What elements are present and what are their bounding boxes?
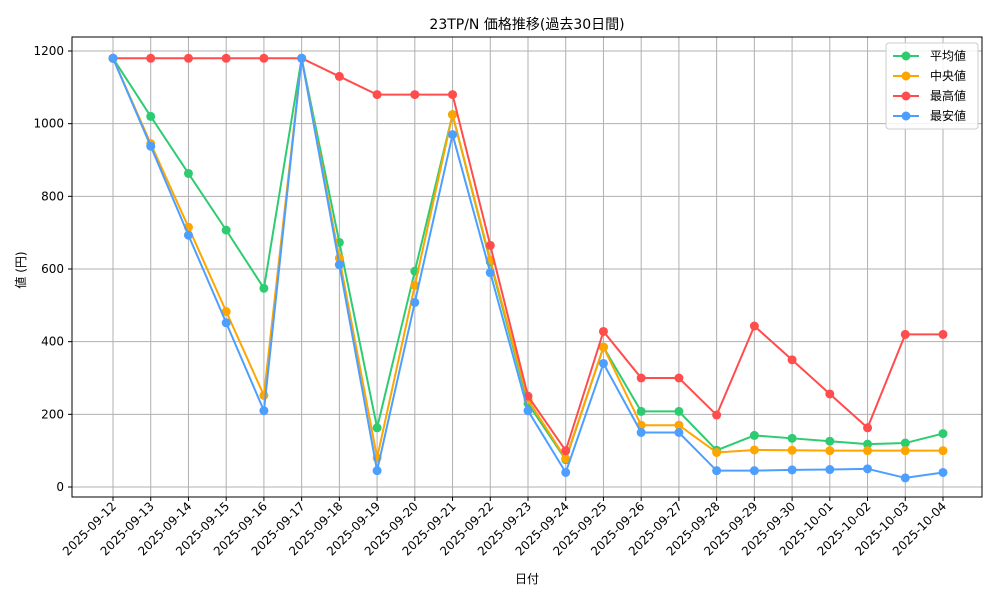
data-point: [598, 342, 608, 352]
data-point: [183, 53, 193, 63]
y-tick-label: 800: [41, 189, 64, 203]
data-point: [825, 465, 835, 475]
data-point: [146, 141, 156, 151]
legend-marker: [901, 91, 911, 101]
data-point: [259, 390, 269, 400]
data-point: [749, 466, 759, 476]
data-point: [523, 391, 533, 401]
data-point: [259, 406, 269, 416]
y-tick-label: 1000: [33, 117, 64, 131]
data-point: [712, 447, 722, 457]
x-axis: 2025-09-122025-09-132025-09-142025-09-15…: [60, 497, 949, 558]
data-point: [674, 428, 684, 437]
data-point: [863, 439, 873, 449]
data-point: [712, 410, 722, 420]
data-point: [410, 280, 420, 290]
data-point: [636, 406, 646, 416]
data-point: [900, 438, 910, 448]
data-point: [146, 53, 156, 63]
data-point: [448, 110, 458, 120]
data-point: [259, 53, 269, 63]
y-tick-label: 400: [41, 335, 64, 349]
data-point: [749, 445, 759, 455]
data-point: [787, 445, 797, 455]
data-point: [787, 355, 797, 365]
y-tick-label: 1200: [33, 44, 64, 58]
legend-label: 最高値: [930, 88, 966, 103]
chart-title: 23TP/N 価格推移(過去30日間): [429, 17, 624, 33]
data-point: [448, 90, 458, 100]
y-tick-label: 200: [41, 407, 64, 421]
data-point: [749, 430, 759, 440]
data-point: [372, 466, 382, 476]
data-point: [372, 423, 382, 433]
data-point: [787, 433, 797, 443]
data-point: [938, 467, 948, 477]
data-point: [900, 473, 910, 483]
data-point: [863, 446, 873, 456]
data-point: [900, 446, 910, 456]
data-point: [221, 307, 231, 317]
data-point: [561, 454, 571, 464]
data-point: [561, 446, 571, 456]
data-point: [334, 71, 344, 81]
data-point: [636, 428, 646, 437]
data-point: [259, 283, 269, 293]
data-point: [787, 465, 797, 475]
data-point: [825, 389, 835, 399]
data-point: [410, 90, 420, 100]
legend-label: 中央値: [930, 68, 966, 83]
data-point: [448, 130, 458, 140]
data-point: [221, 225, 231, 235]
data-point: [183, 168, 193, 178]
data-point: [108, 53, 118, 63]
data-point: [674, 406, 684, 416]
grid: [72, 37, 982, 497]
data-point: [938, 429, 948, 439]
data-point: [146, 111, 156, 121]
plot-frame: [71, 36, 983, 498]
legend-marker: [901, 51, 911, 61]
data-point: [485, 240, 495, 250]
data-point: [863, 464, 873, 474]
y-tick-label: 0: [56, 480, 64, 494]
data-point: [825, 436, 835, 446]
data-point: [523, 406, 533, 416]
series-lines: [108, 53, 948, 483]
y-tick-label: 600: [41, 262, 64, 276]
data-point: [749, 321, 759, 331]
data-point: [598, 358, 608, 368]
data-point: [183, 230, 193, 240]
legend-label: 平均値: [930, 48, 966, 63]
data-point: [598, 326, 608, 336]
y-axis-label: 値 (円): [13, 251, 28, 288]
data-point: [674, 373, 684, 383]
data-point: [410, 297, 420, 307]
data-point: [825, 446, 835, 456]
data-point: [297, 53, 307, 63]
data-point: [485, 268, 495, 278]
data-point: [674, 420, 684, 430]
data-point: [221, 318, 231, 328]
x-axis-label: 日付: [515, 572, 539, 586]
y-axis: 0 200 400 600 800 1000 1200: [33, 44, 72, 494]
data-point: [636, 373, 646, 383]
data-point: [900, 329, 910, 339]
legend-label: 最安値: [930, 108, 966, 123]
data-point: [863, 423, 873, 433]
data-point: [712, 466, 722, 476]
data-point: [334, 260, 344, 270]
legend-marker: [901, 71, 911, 81]
data-point: [938, 329, 948, 339]
data-point: [221, 53, 231, 63]
data-point: [372, 90, 382, 100]
legend-marker: [901, 111, 911, 121]
data-point: [938, 446, 948, 456]
data-point: [561, 467, 571, 477]
